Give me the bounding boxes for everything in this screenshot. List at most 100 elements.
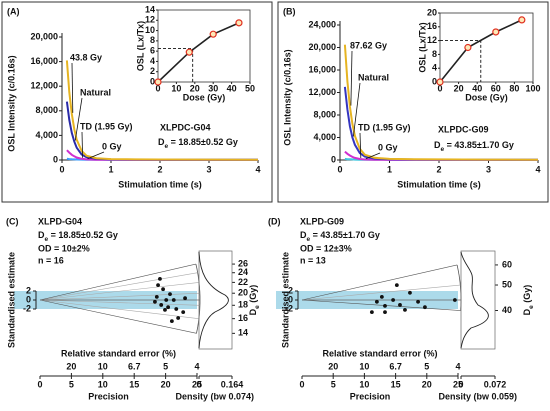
de-axis-label-sub: e xyxy=(528,305,535,309)
estimate-point xyxy=(156,283,160,288)
label-arrow xyxy=(359,132,362,159)
curve-label: Natural xyxy=(358,72,389,82)
dose-point xyxy=(492,28,500,36)
y-tick-label: 0 xyxy=(288,294,293,304)
rse-tick-label: 4 xyxy=(455,361,460,371)
precision-tick-label: 15 xyxy=(391,379,401,389)
inset-y-label: OSL (Lx/Tx) xyxy=(417,22,427,72)
rse-tick-label: 20 xyxy=(328,361,338,371)
x-tick-label: 4 xyxy=(535,164,540,174)
rse-tick-label: 4 xyxy=(194,361,199,371)
de-value: De = 43.85±1.70 Gy xyxy=(434,140,514,153)
de-axis-label-rest: (Gy) xyxy=(248,285,258,306)
de-tick-label: 26 xyxy=(238,258,248,268)
x-tick-label: 1 xyxy=(108,164,113,174)
label-arrow xyxy=(350,50,353,106)
decay-curve xyxy=(65,60,259,161)
decay-curve xyxy=(343,44,539,161)
dose-point xyxy=(209,30,217,38)
rse-tick-label: 6.7 xyxy=(389,361,402,371)
sample-name: XLPDC-G09 xyxy=(438,124,489,134)
curve-label: 0 Gy xyxy=(102,141,122,151)
inset-y-tick-label: 8 xyxy=(432,49,437,59)
estimate-point xyxy=(163,308,167,312)
density-tick-label: 0.164 xyxy=(221,379,244,389)
de-arc xyxy=(195,264,201,334)
x-tick-label: 3 xyxy=(486,164,491,174)
estimate-point xyxy=(394,283,399,288)
de-value-rest: = 43.85±1.70 Gy xyxy=(310,230,380,240)
label-arrow xyxy=(87,151,105,160)
x-axis-label: Stimulation time (s) xyxy=(397,179,481,189)
inset-x-tick-label: 50 xyxy=(245,83,255,93)
curve-label: Natural xyxy=(80,87,111,97)
precision-tick-label: 0 xyxy=(37,379,42,389)
y-tick-label: -2 xyxy=(23,303,31,313)
inset-x-tick-label: 60 xyxy=(491,83,501,93)
density-curve xyxy=(460,251,489,349)
panel-label: (D) xyxy=(268,216,281,226)
estimate-point xyxy=(168,292,172,297)
rse-label: Relative standard error (%) xyxy=(61,348,176,358)
estimate-point xyxy=(171,298,176,302)
de-ray xyxy=(301,299,461,311)
y-tick-label: 8,000 xyxy=(313,109,336,119)
x-tick-label: 0 xyxy=(59,164,64,174)
n-value: n = 13 xyxy=(300,255,326,265)
x-tick-label: 0 xyxy=(337,164,342,174)
de-tick-label: 18 xyxy=(238,300,248,310)
density-tick-label: 0 xyxy=(196,379,201,389)
inset-x-label: Dose (Gy) xyxy=(465,92,508,102)
de-value: De = 18.85±0.52 Gy xyxy=(38,230,118,243)
x-tick-label: 2 xyxy=(157,164,162,174)
rse-tick-label: 10 xyxy=(359,361,369,371)
inset-y-tick-label: 0 xyxy=(432,76,437,86)
estimate-point xyxy=(183,296,187,301)
inset-y-tick-label: 16 xyxy=(427,21,437,31)
inset-x-tick-label: 0 xyxy=(437,83,442,93)
precision-tick-label: 25 xyxy=(453,379,463,389)
dose-point xyxy=(185,48,193,56)
inset-y-tick-label: 20 xyxy=(427,7,437,17)
de-ray xyxy=(39,282,200,301)
precision-tick-label: 10 xyxy=(98,379,108,389)
inset-x-tick-label: 40 xyxy=(227,83,237,93)
precision-tick-label: 25 xyxy=(192,379,202,389)
estimate-point xyxy=(403,308,407,312)
de-value-symbol: D xyxy=(434,140,441,150)
inset-y-tick-label: 14 xyxy=(145,4,155,14)
y-tick-label: 2 xyxy=(288,285,293,295)
estimate-point xyxy=(379,294,384,299)
panel-frame xyxy=(277,1,549,203)
precision-tick-label: 0 xyxy=(299,379,304,389)
de-ray xyxy=(39,263,196,301)
de-tick-label: 22 xyxy=(238,277,248,287)
de-tick-label: 24 xyxy=(238,267,248,277)
precision-tick-label: 15 xyxy=(129,379,139,389)
curve-label: 0 Gy xyxy=(378,142,398,152)
rse-tick-label: 20 xyxy=(66,361,76,371)
inset-frame xyxy=(157,9,251,83)
de-value-symbol: D xyxy=(38,230,45,240)
de-value: De = 43.85±1.70 Gy xyxy=(300,230,380,243)
de-tick-label: 16 xyxy=(238,313,248,323)
inset-y-tick-label: 10 xyxy=(145,25,155,35)
curve-label: TD (1.95 Gy) xyxy=(358,122,411,132)
inset-frame xyxy=(439,12,534,83)
od-value: OD = 10±2% xyxy=(38,243,90,253)
y-tick-label: 12,000 xyxy=(30,81,58,91)
inset-x-tick-label: 20 xyxy=(190,83,200,93)
de-ray xyxy=(39,292,200,301)
y-tick-label: -2 xyxy=(285,303,293,313)
density-label: Density (bw 0.059) xyxy=(438,391,517,401)
rse-tick-label: 5 xyxy=(424,361,429,371)
curve-label: TD (1.95 Gy) xyxy=(80,121,133,131)
estimate-point xyxy=(423,305,427,310)
panel-label: (B) xyxy=(283,6,296,16)
inset-y-tick-label: 12 xyxy=(145,15,155,25)
inset-x-tick-label: 80 xyxy=(509,83,519,93)
n-value: n = 16 xyxy=(38,255,64,265)
estimate-point xyxy=(383,310,387,315)
inset-x-tick-label: 30 xyxy=(208,83,218,93)
